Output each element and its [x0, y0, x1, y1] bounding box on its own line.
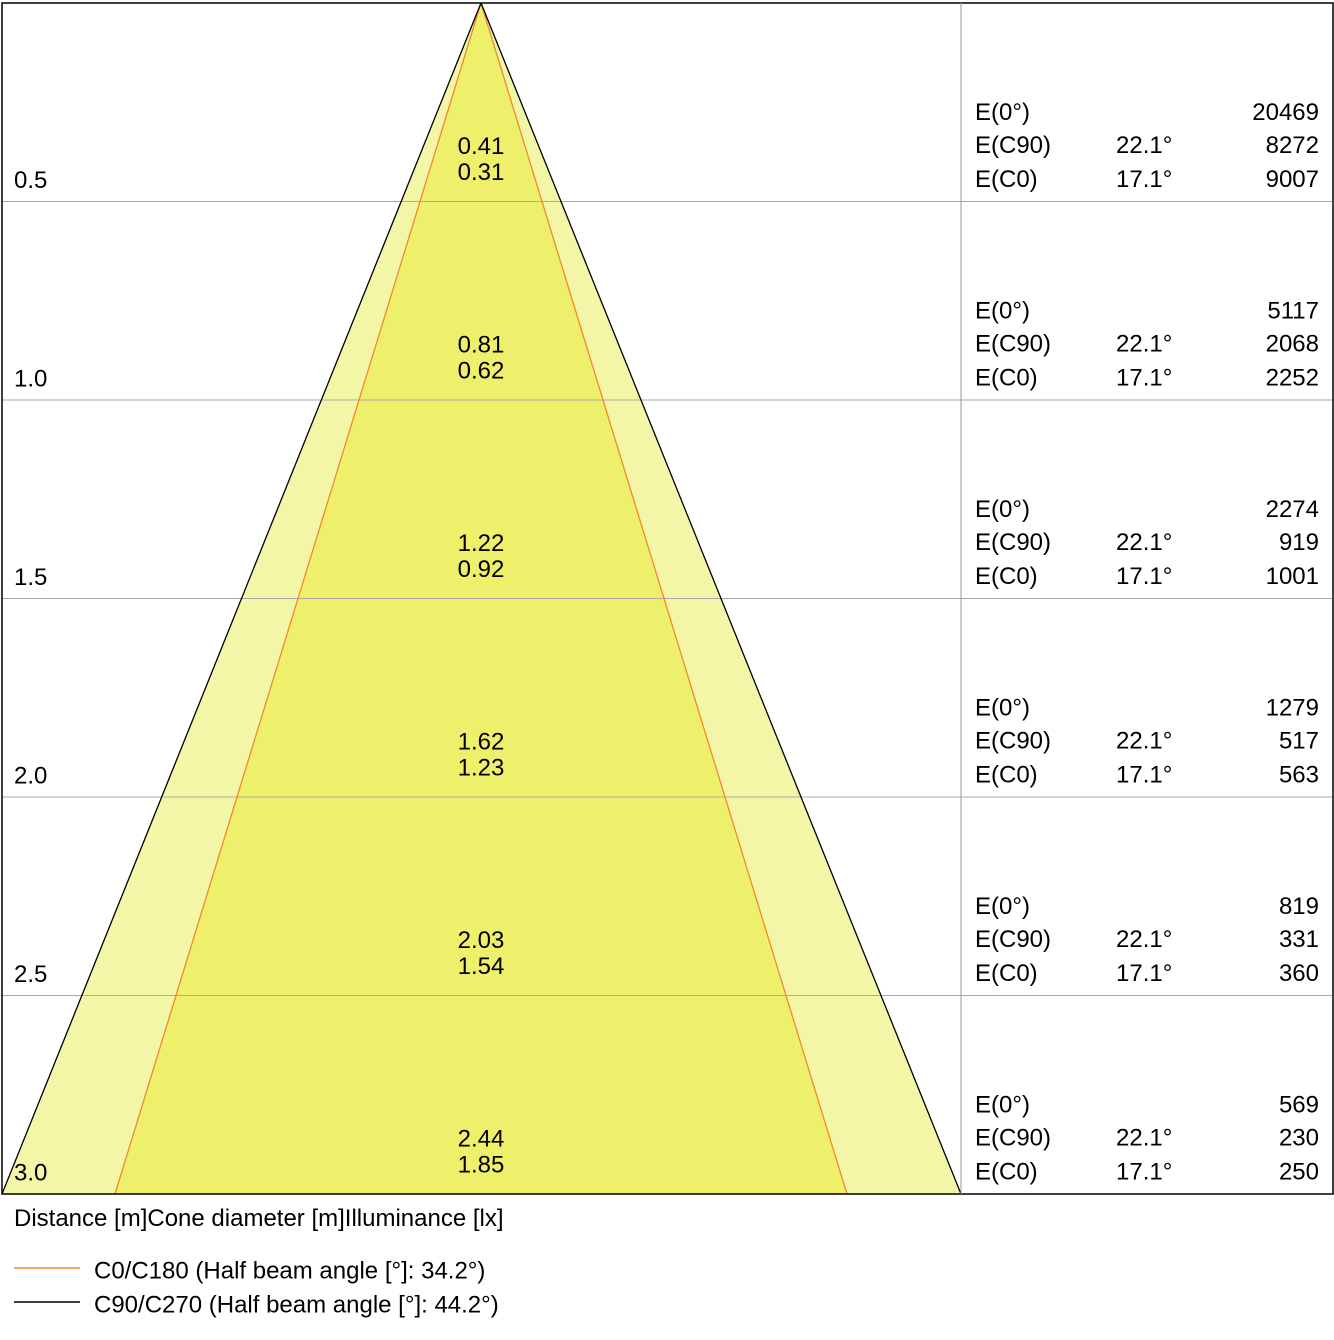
entry-value: 1279: [1266, 694, 1319, 721]
entry-value: 569: [1279, 1091, 1319, 1118]
c90-edge: [480, 2, 962, 1195]
entry-label: E(C90): [975, 727, 1051, 754]
header: Cone diameter [m]: [147, 1205, 344, 1232]
entry-value: 20469: [1252, 99, 1319, 126]
header: Illuminance [lx]: [345, 1205, 504, 1232]
diameter-c0: 0.62: [458, 357, 505, 384]
entry-label: E(C90): [975, 926, 1051, 953]
distance: 2.0: [14, 762, 47, 789]
entry-value: 819: [1279, 893, 1319, 920]
header: Distance [m]: [14, 1205, 147, 1232]
entry-angle: 22.1°: [1116, 330, 1172, 357]
entry-label: E(0°): [975, 496, 1030, 523]
distance: 0.5: [14, 167, 47, 194]
entry-label: E(0°): [975, 99, 1030, 126]
grid: [2, 201, 1333, 996]
entry-label: E(0°): [975, 1091, 1030, 1118]
diameter-c90: 2.44: [458, 1125, 505, 1152]
diameter-c90: 2.03: [458, 927, 505, 954]
entry-value: 2068: [1266, 330, 1319, 357]
entry-label: E(C0): [975, 960, 1038, 987]
entry-label: E(C0): [975, 761, 1038, 788]
entry-value: 2252: [1266, 364, 1319, 391]
entry-value: 5117: [1267, 297, 1319, 324]
c0-edge: [480, 2, 848, 1195]
entry-label: E(C90): [975, 330, 1051, 357]
entry-value: 331: [1279, 926, 1319, 953]
diameter-c90: 0.41: [458, 133, 505, 160]
entry-value: 8272: [1266, 132, 1319, 159]
diameter-c0: 1.23: [458, 754, 505, 781]
entry-angle: 17.1°: [1116, 166, 1172, 193]
diameter-c90: 1.62: [458, 728, 505, 755]
entry-angle: 22.1°: [1116, 926, 1172, 953]
c90-edge: [1, 2, 482, 1195]
distance: 1.5: [14, 564, 47, 591]
entry-label: E(0°): [975, 297, 1030, 324]
entry-angle: 22.1°: [1116, 727, 1172, 754]
entry-value: 919: [1279, 529, 1319, 556]
entry-label: E(C0): [975, 364, 1038, 391]
diameter-c90: 1.22: [458, 530, 505, 557]
labels: 0.5 0.410.31 E(0°) 20469 E(C90) 22.1° 8272 E(C0…: [14, 99, 1319, 1318]
entry-angle: 22.1°: [1116, 529, 1172, 556]
frame: [1, 2, 1334, 1195]
entry-value: 563: [1279, 761, 1319, 788]
entry-angle: 17.1°: [1116, 563, 1172, 590]
entry-value: 9007: [1266, 166, 1319, 193]
entry-label: E(C0): [975, 563, 1038, 590]
entry-angle: 17.1°: [1116, 1158, 1172, 1185]
entry-label: E(C0): [975, 166, 1038, 193]
distance: 3.0: [14, 1159, 47, 1186]
entry-label: E(0°): [975, 694, 1030, 721]
entry-angle: 17.1°: [1116, 761, 1172, 788]
entry-angle: 22.1°: [1116, 1124, 1172, 1151]
entry-angle: 17.1°: [1116, 960, 1172, 987]
c0-edge: [114, 2, 482, 1195]
footer: Distance [m]Cone diameter [m]Illuminance…: [14, 1205, 504, 1232]
entry-angle: 22.1°: [1116, 132, 1172, 159]
diameter-c0: 1.85: [458, 1151, 505, 1178]
distance: 2.5: [14, 961, 47, 988]
entry-angle: 17.1°: [1116, 364, 1172, 391]
legend-label: C90/C270 (Half beam angle [°]: 44.2°): [94, 1291, 499, 1318]
entry-value: 250: [1279, 1158, 1319, 1185]
entry-label: E(C90): [975, 529, 1051, 556]
legend-label: C0/C180 (Half beam angle [°]: 34.2°): [94, 1257, 485, 1284]
entry-value: 517: [1279, 727, 1319, 754]
entry-label: E(C90): [975, 132, 1051, 159]
entry-value: 360: [1279, 960, 1319, 987]
diameter-c0: 0.92: [458, 556, 505, 583]
diameter-c0: 0.31: [458, 159, 505, 186]
diameter-c0: 1.54: [458, 953, 505, 980]
entry-label: E(C0): [975, 1158, 1038, 1185]
entry-value: 230: [1279, 1124, 1319, 1151]
diameter-c90: 0.81: [458, 331, 505, 358]
entry-value: 2274: [1266, 496, 1319, 523]
entry-label: E(C90): [975, 1124, 1051, 1151]
entry-value: 1001: [1266, 563, 1319, 590]
entry-label: E(0°): [975, 893, 1030, 920]
distance: 1.0: [14, 365, 47, 392]
